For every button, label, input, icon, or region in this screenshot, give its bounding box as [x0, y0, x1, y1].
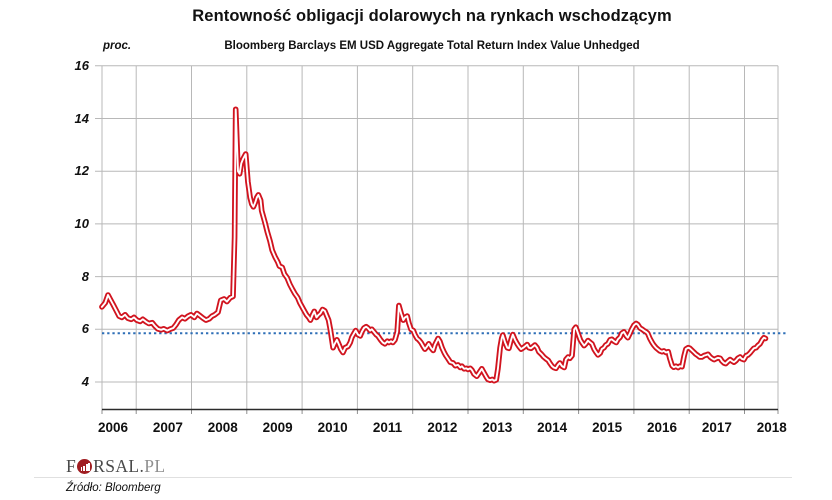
y-tick-label: 8	[81, 268, 89, 284]
x-tick-label: 2006	[97, 420, 129, 435]
chart-title: Rentowność obligacji dolarowych na rynka…	[192, 7, 672, 25]
x-tick-label: 2017	[701, 420, 732, 435]
x-tick-label: 2007	[152, 420, 183, 435]
chart-subtitle: Bloomberg Barclays EM USD Aggregate Tota…	[224, 40, 640, 52]
x-tick-label: 2015	[592, 420, 623, 435]
y-tick-label: 12	[74, 163, 89, 179]
y-tick-label: 4	[81, 374, 89, 389]
x-tick-label: 2018	[756, 420, 787, 435]
source-note: Źródło: Bloomberg	[66, 482, 161, 494]
x-tick-label: 2013	[482, 420, 513, 435]
footer-divider	[34, 477, 792, 478]
x-tick-label: 2016	[646, 420, 678, 435]
y-tick-label: 16	[74, 57, 89, 73]
x-tick-label: 2010	[317, 420, 348, 435]
x-tick-label: 2014	[537, 420, 568, 435]
y-axis-unit-label: proc.	[103, 40, 132, 52]
y-tick-label: 14	[74, 110, 89, 126]
x-tick-label: 2011	[372, 420, 403, 435]
x-tick-label: 2012	[427, 420, 458, 435]
logo-bar-chart-icon	[77, 458, 93, 474]
logo-letter-f: F	[66, 456, 77, 476]
logo-letters-rsal: RSAL.	[93, 456, 145, 476]
series-line-outer	[99, 106, 769, 384]
series-line-core	[100, 108, 767, 382]
logo-suffix-pl: PL	[144, 456, 166, 476]
y-tick-label: 6	[81, 321, 89, 337]
y-tick-label: 10	[74, 215, 89, 231]
x-tick-label: 2009	[262, 420, 293, 435]
forsal-logo: F RSAL. PL	[66, 456, 165, 477]
x-tick-label: 2008	[207, 420, 238, 435]
